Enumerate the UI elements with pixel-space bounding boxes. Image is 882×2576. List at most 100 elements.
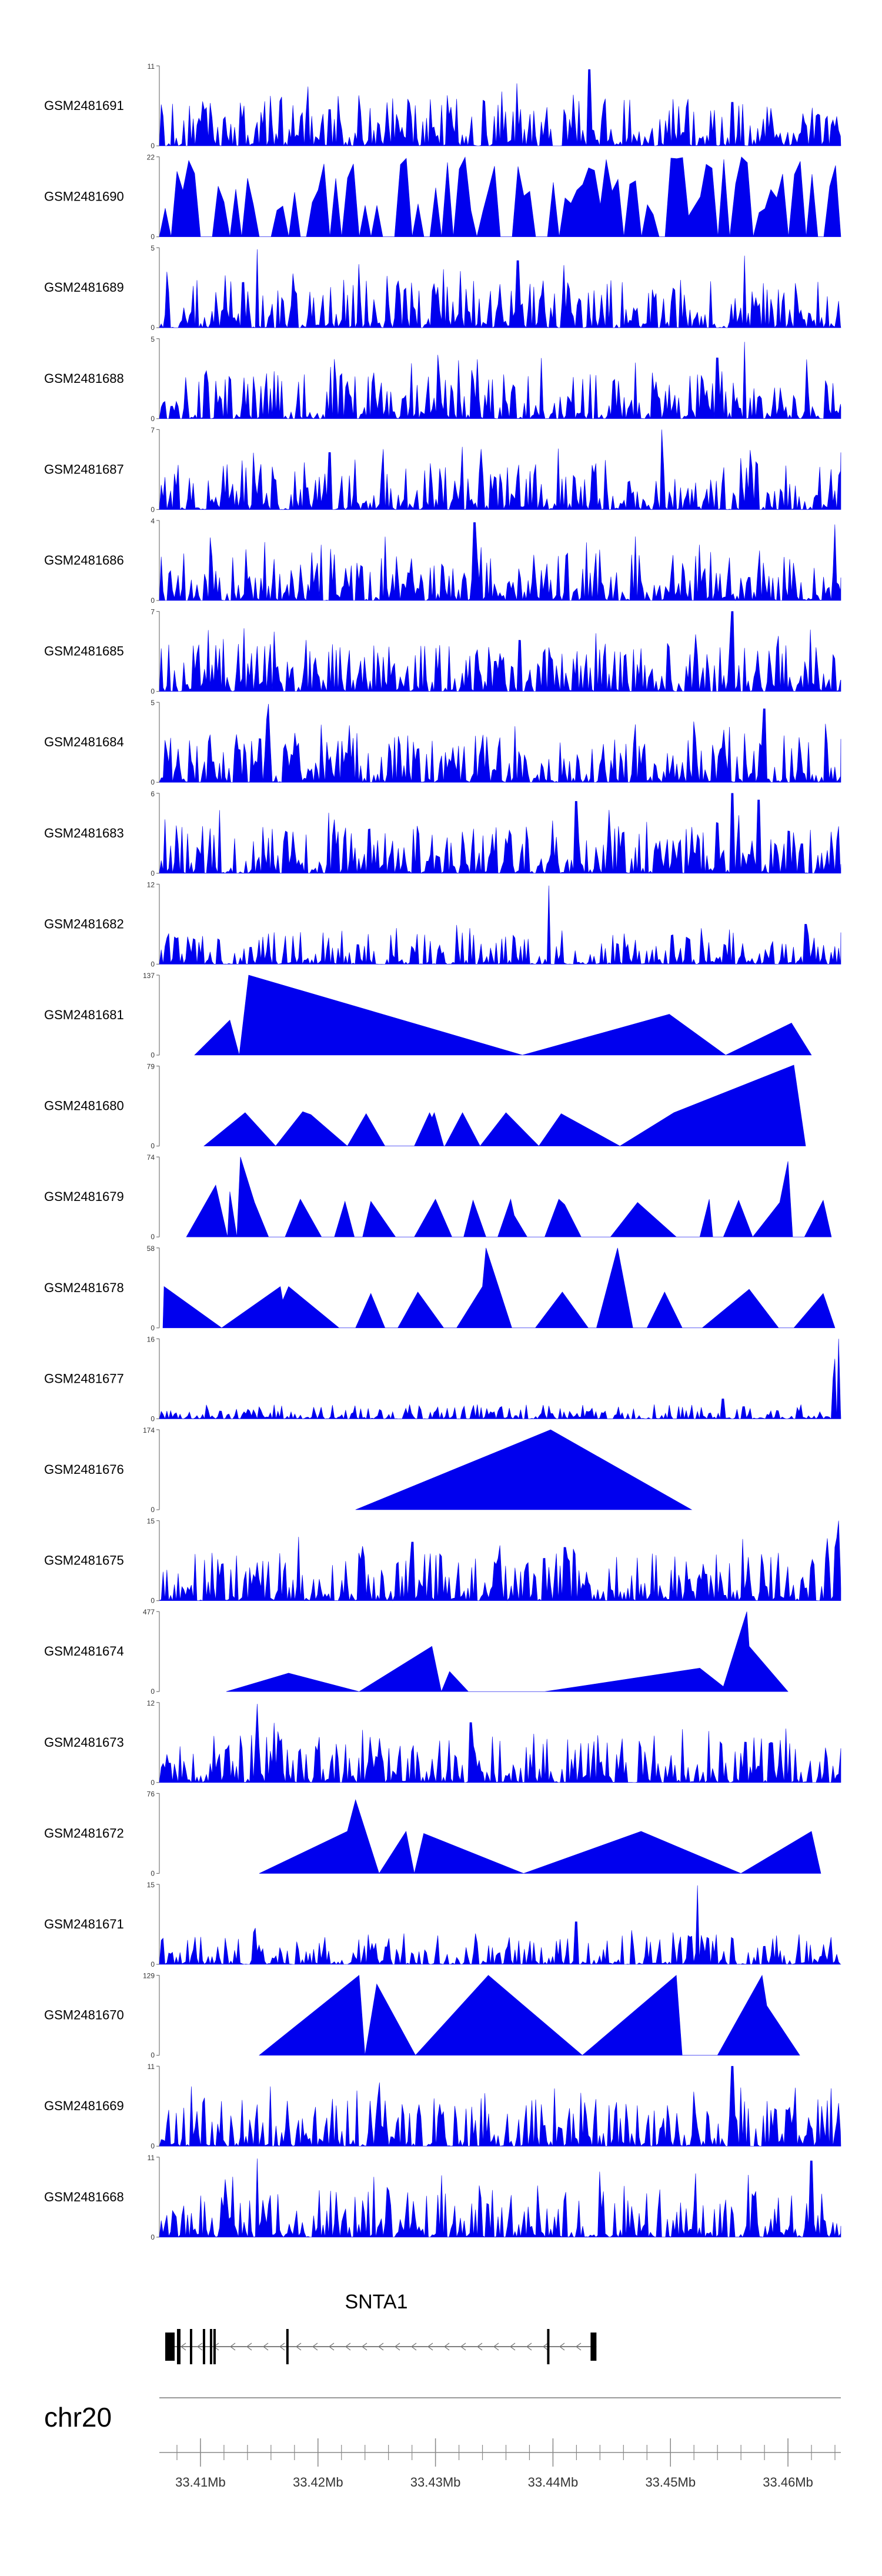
y-min-label: 0 <box>151 2051 155 2060</box>
track-GSM2481684: GSM2481684 5 0 <box>44 699 841 786</box>
coverage-area <box>159 703 841 783</box>
track-label: GSM2481682 <box>44 916 124 931</box>
exon <box>202 2329 205 2364</box>
strand-arrow-icon <box>229 2343 236 2351</box>
y-max-label: 15 <box>147 1517 155 1526</box>
y-max-label: 74 <box>147 1153 155 1162</box>
strand-arrow-icon <box>246 2343 252 2351</box>
y-max-label: 7 <box>151 608 155 616</box>
coverage-area <box>159 885 841 965</box>
strand-arrow-icon <box>575 2343 582 2351</box>
track-label: GSM2481678 <box>44 1280 124 1295</box>
y-max-label: 7 <box>151 426 155 434</box>
y-max-label: 137 <box>143 972 155 980</box>
y-max-label: 11 <box>148 2063 155 2071</box>
track-GSM2481677: GSM2481677 16 0 <box>44 1335 841 1423</box>
track-label: GSM2481689 <box>44 280 124 295</box>
y-min-label: 0 <box>151 233 155 241</box>
track-label: GSM2481686 <box>44 553 124 568</box>
track-GSM2481683: GSM2481683 6 0 <box>44 790 841 877</box>
coverage-area <box>159 156 841 237</box>
track-GSM2481678: GSM2481678 58 0 <box>44 1244 836 1332</box>
track-GSM2481669: GSM2481669 11 0 <box>44 2063 841 2150</box>
coverage-area <box>194 975 812 1056</box>
y-min-label: 0 <box>151 1960 155 1968</box>
track-label: GSM2481685 <box>44 644 124 659</box>
coverage-area <box>159 2158 841 2238</box>
strand-arrow-icon <box>443 2343 450 2351</box>
track-GSM2481675: GSM2481675 15 0 <box>44 1517 841 1605</box>
y-max-label: 58 <box>147 1244 155 1253</box>
y-max-label: 5 <box>151 244 155 252</box>
y-max-label: 22 <box>147 154 155 162</box>
coverage-area <box>158 1520 841 1601</box>
exon <box>213 2329 216 2364</box>
track-GSM2481691: GSM2481691 11 0 <box>44 62 841 150</box>
coverage-area <box>159 793 841 874</box>
gene-name-label: SNTA1 <box>345 2291 407 2313</box>
strand-arrow-icon <box>328 2343 335 2351</box>
genome-axis-track: chr20 33.41Mb 33.42Mb 33.43Mb 33.44Mb 33.45M… <box>44 2397 841 2490</box>
y-max-label: 76 <box>147 1790 155 1798</box>
y-min-label: 0 <box>151 142 155 150</box>
y-max-label: 15 <box>147 1881 155 1889</box>
track-label: GSM2481674 <box>44 1644 124 1659</box>
track-label: GSM2481690 <box>44 189 124 204</box>
strand-arrow-icon <box>345 2343 351 2351</box>
strand-arrow-icon <box>279 2343 285 2351</box>
track-label: GSM2481684 <box>44 735 124 749</box>
strand-arrow-icon <box>312 2343 318 2351</box>
track-label: GSM2481673 <box>44 1735 124 1750</box>
y-min-label: 0 <box>151 778 155 786</box>
y-min-label: 0 <box>151 596 155 605</box>
strand-arrow-icon <box>295 2343 302 2351</box>
strand-arrow-icon <box>196 2343 203 2351</box>
axis-tick-label: 33.42Mb <box>293 2475 343 2490</box>
track-GSM2481688: GSM2481688 5 0 <box>44 335 841 423</box>
track-label: GSM2481677 <box>44 1371 124 1386</box>
track-label: GSM2481688 <box>44 371 124 386</box>
y-min-label: 0 <box>151 1051 155 1059</box>
track-GSM2481676: GSM2481676 174 0 <box>44 1426 693 1514</box>
y-min-label: 0 <box>151 323 155 332</box>
coverage-area <box>162 1247 836 1329</box>
strand-arrow-icon <box>493 2343 499 2351</box>
strand-arrow-icon <box>361 2343 368 2351</box>
track-GSM2481690: GSM2481690 22 0 <box>44 154 841 241</box>
track-label: GSM2481687 <box>44 462 124 476</box>
strand-arrow-icon <box>476 2343 483 2351</box>
y-min-label: 0 <box>151 415 155 423</box>
coverage-area <box>259 1974 800 2056</box>
track-GSM2481682: GSM2481682 12 0 <box>44 880 841 968</box>
y-max-label: 5 <box>151 699 155 707</box>
y-max-label: 129 <box>143 1972 155 1980</box>
y-min-label: 0 <box>151 2233 155 2241</box>
track-GSM2481673: GSM2481673 12 0 <box>44 1699 841 1787</box>
y-min-label: 0 <box>151 1687 155 1696</box>
gene-model <box>165 2329 597 2364</box>
y-min-label: 0 <box>151 1506 155 1514</box>
y-max-label: 12 <box>147 880 155 889</box>
track-GSM2481681: GSM2481681 137 0 <box>44 972 812 1059</box>
coverage-area <box>159 1885 841 1966</box>
coverage-area <box>159 249 841 329</box>
strand-arrow-icon <box>427 2343 433 2351</box>
track-label: GSM2481675 <box>44 1553 124 1568</box>
track-GSM2481687: GSM2481687 7 0 <box>44 426 841 513</box>
exon <box>286 2329 289 2364</box>
coverage-area <box>159 69 841 147</box>
y-max-label: 12 <box>147 1699 155 1707</box>
track-label: GSM2481676 <box>44 1462 124 1477</box>
axis-tick-label: 33.41Mb <box>175 2475 226 2490</box>
axis-tick-label: 33.46Mb <box>763 2475 813 2490</box>
y-max-label: 5 <box>151 335 155 343</box>
strand-arrow-icon <box>394 2343 400 2351</box>
coverage-area <box>159 1704 841 1783</box>
track-label: GSM2481670 <box>44 2008 124 2023</box>
exon <box>165 2333 175 2361</box>
track-GSM2481672: GSM2481672 76 0 <box>44 1790 821 1877</box>
track-label: GSM2481669 <box>44 2098 124 2113</box>
axis-tick-label: 33.44Mb <box>528 2475 579 2490</box>
coverage-area <box>159 429 841 510</box>
